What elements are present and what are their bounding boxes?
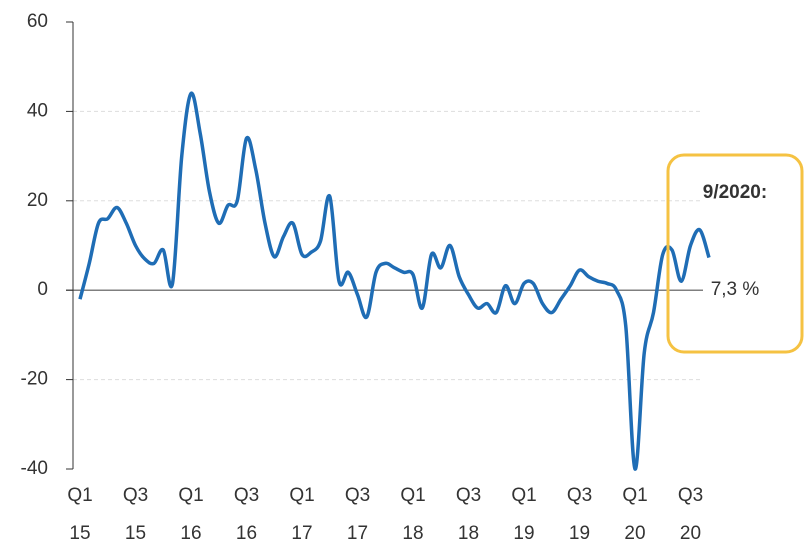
x-tick-label: Q3 15 bbox=[123, 485, 148, 544]
x-tick-label: Q1 18 bbox=[400, 485, 425, 544]
y-tick-label: -40 bbox=[21, 458, 48, 479]
y-tick-label: -20 bbox=[21, 369, 48, 390]
y-tick-label: 60 bbox=[27, 11, 48, 32]
x-tick-label: Q1 20 bbox=[622, 485, 647, 544]
y-tick-label: 40 bbox=[27, 100, 48, 121]
x-tick-label: Q1 17 bbox=[289, 485, 314, 544]
series-line bbox=[78, 91, 711, 471]
y-tick-label: 0 bbox=[37, 279, 48, 300]
x-tick-label: Q3 20 bbox=[678, 485, 703, 544]
x-tick-label: Q1 19 bbox=[511, 485, 536, 544]
x-tick-label: Q1 15 bbox=[67, 485, 92, 544]
annotation-value: 7,3 % bbox=[711, 279, 760, 300]
x-tick-label: Q1 16 bbox=[178, 485, 203, 544]
x-tick-label: Q3 19 bbox=[567, 485, 592, 544]
annotation-title: 9/2020: bbox=[703, 182, 767, 203]
annotation-box bbox=[666, 153, 804, 354]
y-tick-label: 20 bbox=[27, 190, 48, 211]
x-tick-label: Q3 17 bbox=[345, 485, 370, 544]
x-tick-label: Q3 18 bbox=[456, 485, 481, 544]
x-tick-label: Q3 16 bbox=[234, 485, 259, 544]
